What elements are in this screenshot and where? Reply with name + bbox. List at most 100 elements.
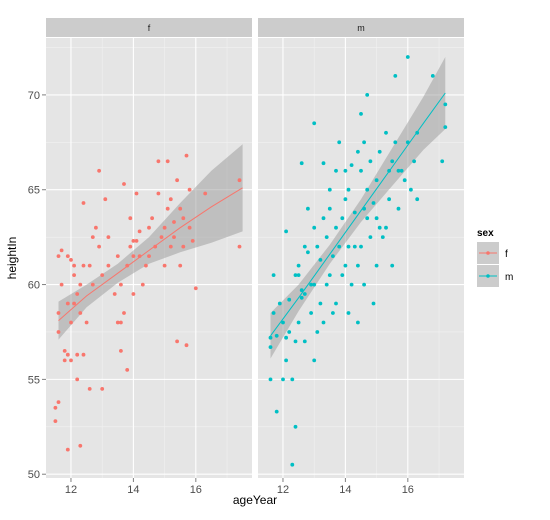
x-axis: 12 14 16 12 14 16 — [65, 478, 414, 496]
data-point-f — [75, 352, 80, 357]
y-tick-label: 50 — [28, 469, 40, 481]
data-point-f — [150, 216, 155, 221]
data-point-f — [147, 225, 151, 230]
data-point-m — [409, 187, 413, 192]
data-point-f — [75, 377, 80, 382]
data-point-f — [87, 387, 92, 391]
data-point-f — [175, 178, 180, 183]
data-point-f — [131, 239, 136, 243]
data-point-f — [115, 320, 120, 325]
data-point-f — [59, 248, 64, 253]
data-point-f — [65, 254, 70, 258]
data-point-m — [321, 216, 326, 221]
data-point-m — [302, 244, 307, 249]
data-point-f — [190, 239, 195, 243]
data-point-f — [162, 263, 167, 268]
data-point-m — [274, 333, 279, 338]
data-point-m — [302, 339, 307, 344]
legend: sex f m — [477, 228, 513, 287]
data-point-m — [287, 330, 292, 334]
data-point-f — [56, 254, 61, 258]
data-point-f — [184, 153, 189, 158]
data-point-m — [318, 258, 323, 262]
data-point-m — [299, 295, 304, 300]
data-point-m — [302, 292, 307, 296]
data-point-f — [56, 311, 61, 315]
x-tick-label: 14 — [339, 484, 351, 496]
data-point-m — [396, 168, 401, 173]
data-point-f — [106, 235, 111, 240]
data-point-m — [274, 409, 279, 414]
data-point-m — [337, 244, 342, 249]
data-point-f — [165, 206, 170, 211]
data-point-f — [81, 352, 86, 357]
data-point-m — [312, 358, 317, 363]
data-point-m — [368, 235, 373, 240]
data-point-f — [119, 320, 123, 325]
data-point-f — [115, 254, 120, 258]
data-point-f — [72, 263, 76, 268]
data-point-m — [365, 216, 370, 221]
data-point-m — [399, 168, 404, 173]
data-point-f — [147, 254, 151, 258]
data-point-f — [59, 282, 64, 287]
data-point-m — [371, 301, 376, 306]
data-point-m — [359, 168, 363, 173]
data-point-f — [134, 191, 139, 196]
data-point-f — [175, 339, 180, 344]
data-point-f — [131, 292, 136, 296]
data-point-m — [281, 320, 285, 325]
data-point-f — [193, 286, 198, 291]
data-point-m — [356, 320, 360, 325]
data-point-m — [312, 282, 317, 287]
data-point-f — [65, 447, 70, 452]
data-point-f — [56, 400, 61, 404]
data-point-m — [293, 339, 298, 344]
data-point-m — [271, 311, 276, 315]
data-point-m — [334, 225, 338, 230]
data-point-m — [268, 377, 273, 382]
data-point-m — [318, 301, 323, 306]
data-point-m — [290, 377, 295, 382]
y-axis: 50 55 60 65 70 — [28, 90, 46, 481]
data-point-m — [306, 206, 310, 211]
data-point-m — [331, 254, 335, 258]
data-point-m — [365, 187, 370, 192]
data-point-m — [359, 244, 363, 249]
data-point-f — [69, 358, 73, 363]
data-point-m — [309, 311, 313, 315]
data-point-f — [62, 358, 67, 363]
data-point-m — [296, 320, 301, 325]
data-point-f — [97, 168, 101, 173]
y-axis-title: heightIn — [5, 237, 19, 280]
data-point-f — [78, 282, 83, 287]
data-point-m — [352, 244, 357, 249]
data-point-m — [296, 263, 301, 268]
data-point-f — [159, 235, 164, 240]
data-point-f — [165, 159, 170, 164]
data-point-f — [203, 191, 208, 196]
data-point-m — [362, 282, 366, 287]
data-point-f — [72, 273, 76, 277]
data-point-m — [384, 130, 388, 135]
data-point-m — [390, 263, 395, 268]
data-point-m — [349, 163, 354, 168]
data-point-f — [122, 182, 126, 186]
data-point-m — [352, 210, 357, 215]
data-point-f — [137, 229, 142, 234]
y-tick-label: 60 — [28, 280, 40, 292]
x-tick-label: 14 — [127, 484, 139, 496]
data-point-f — [78, 443, 83, 448]
panel-f-fit-line — [58, 187, 243, 321]
x-tick-label: 16 — [190, 484, 202, 496]
data-point-m — [374, 263, 379, 268]
data-point-m — [324, 235, 329, 240]
data-point-m — [296, 273, 301, 277]
data-point-f — [53, 419, 58, 423]
data-point-m — [293, 273, 298, 277]
data-point-f — [90, 235, 95, 240]
data-point-f — [128, 244, 133, 249]
data-point-m — [334, 168, 338, 173]
data-point-m — [365, 93, 370, 97]
